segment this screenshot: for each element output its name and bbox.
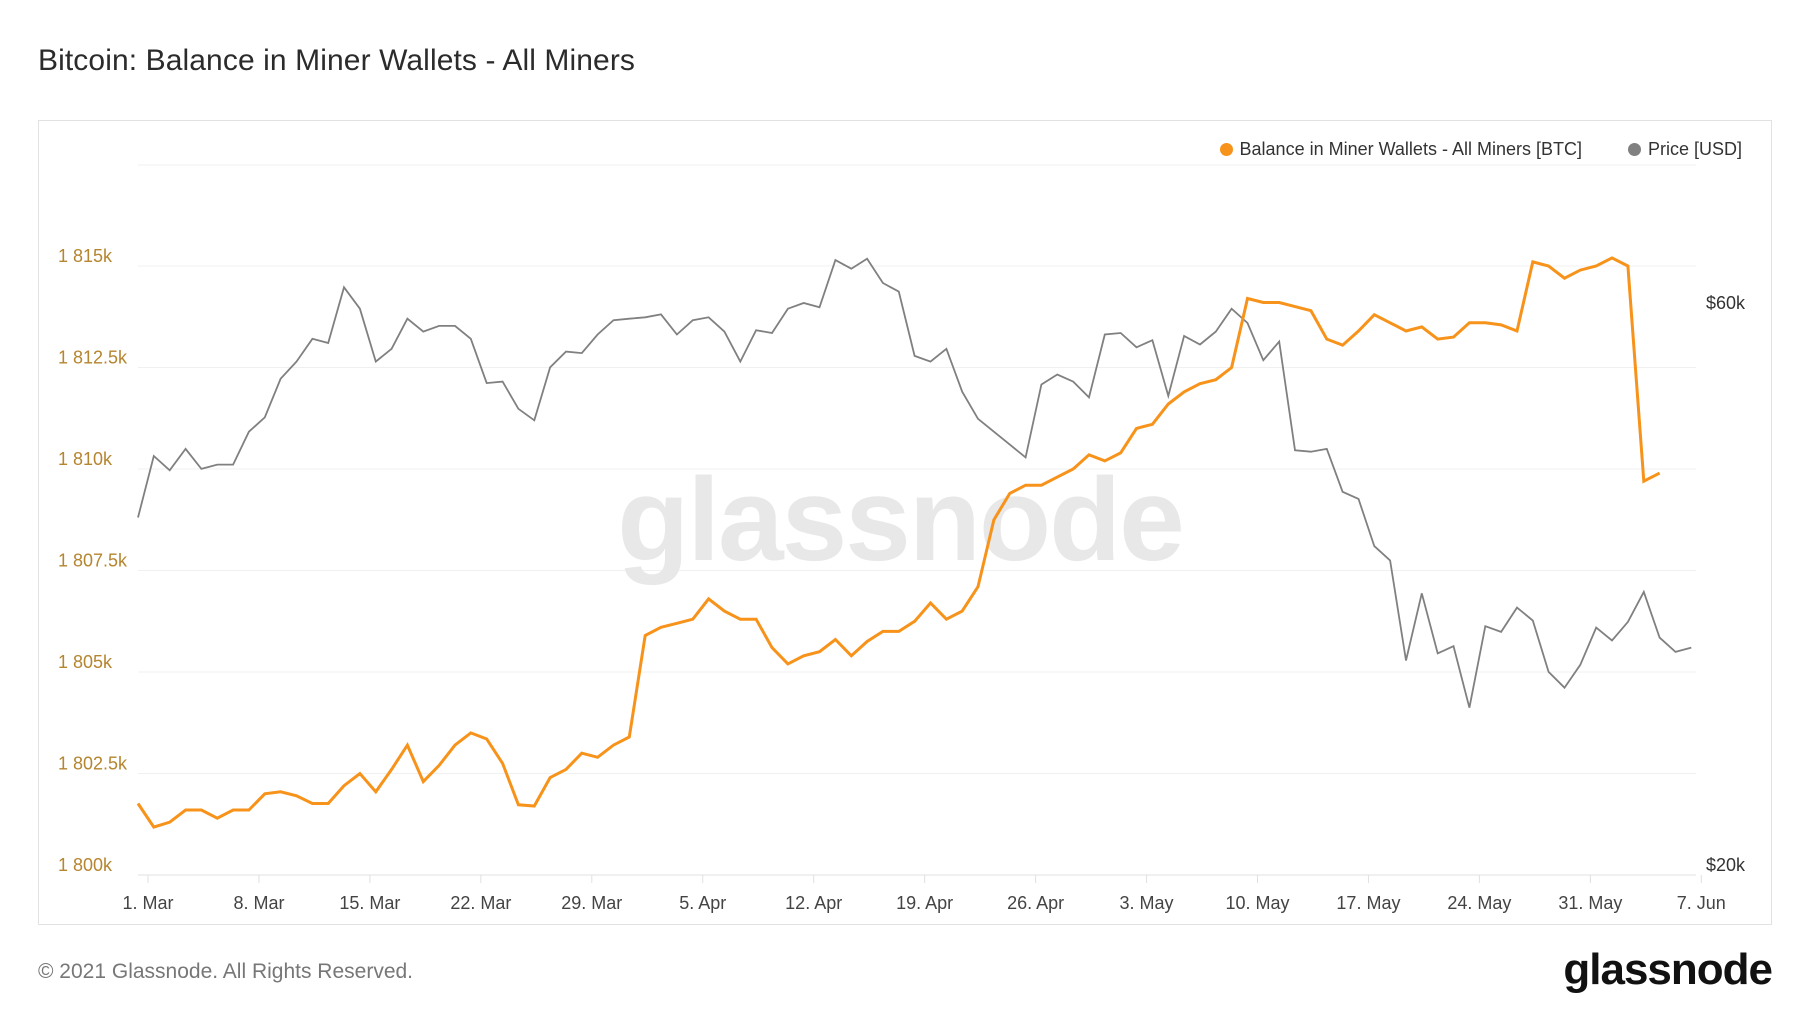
legend-label: Price [USD] [1647, 139, 1742, 159]
x-tick-label: 24. May [1447, 893, 1511, 913]
legend-item-price[interactable]: Price [USD] [1627, 139, 1742, 160]
x-tick-label: 8. Mar [233, 893, 284, 913]
y-right-tick-label: $20k [1706, 855, 1746, 875]
y-tick-label: 1 805k [58, 652, 113, 672]
x-axis: 1. Mar 8. Mar 15. Mar 22. Mar 29. Mar 5. Apr 1… [122, 875, 1726, 913]
x-tick-label: 10. May [1225, 893, 1289, 913]
legend-label: Balance in Miner Wallets - All Miners [B… [1239, 139, 1582, 159]
legend-dot-icon [1219, 143, 1233, 156]
x-tick-label: 15. Mar [339, 893, 400, 913]
y-tick-label: 1 812.5k [58, 348, 128, 368]
glassnode-logo[interactable]: glassnode [1563, 945, 1773, 994]
x-tick-label: 3. May [1120, 893, 1174, 913]
x-tick-label: 19. Apr [896, 893, 953, 913]
y-right-tick-label: $60k [1706, 293, 1746, 313]
y-tick-label: 1 810k [58, 449, 113, 469]
x-tick-label: 22. Mar [450, 893, 511, 913]
x-tick-label: 1. Mar [122, 893, 173, 913]
y-axis-left: 1 800k 1 802.5k 1 805k 1 807.5k 1 810k 1 812.… [58, 246, 128, 875]
gridlines [138, 164, 1696, 876]
x-tick-label: 31. May [1558, 893, 1622, 913]
chart-frame [38, 120, 1772, 925]
legend-item-balance[interactable]: Balance in Miner Wallets - All Miners [B… [1219, 139, 1582, 160]
x-tick-label: 29. Mar [561, 893, 622, 913]
page-title: Bitcoin: Balance in Miner Wallets - All … [38, 44, 636, 77]
x-tick-label: 26. Apr [1007, 893, 1064, 913]
x-tick-label: 5. Apr [679, 893, 726, 913]
chart-legend: Balance in Miner Wallets - All Miners [B… [1219, 139, 1742, 160]
balance-line [136, 256, 1661, 829]
x-tick-label: 17. May [1336, 893, 1400, 913]
copyright-text: © 2021 Glassnode. All Rights Reserved. [38, 960, 414, 983]
watermark: glassnode [617, 454, 1183, 586]
x-tick-label: 7. Jun [1677, 893, 1726, 913]
price-line [137, 257, 1692, 708]
x-tick-label: 12. Apr [785, 893, 842, 913]
y-tick-label: 1 807.5k [58, 551, 128, 571]
y-tick-label: 1 800k [58, 855, 113, 875]
y-tick-label: 1 802.5k [58, 754, 128, 774]
y-axis-right: $20k $60k [1706, 293, 1746, 875]
y-tick-label: 1 815k [58, 246, 113, 266]
legend-dot-icon [1627, 143, 1641, 156]
